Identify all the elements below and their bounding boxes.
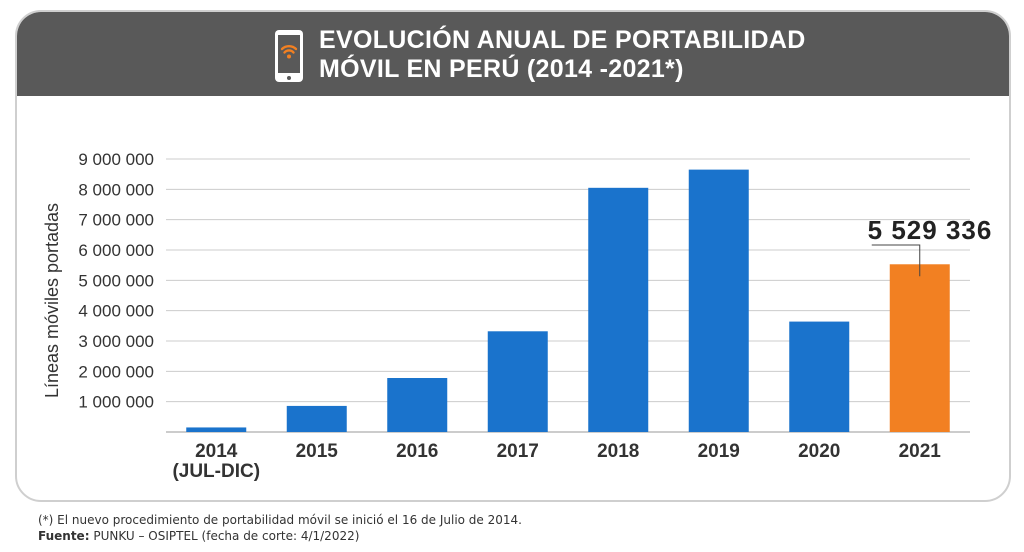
smartphone-wifi-icon: [275, 30, 303, 82]
y-tick-label: 3 000 000: [78, 332, 154, 351]
bar-highlight: [889, 264, 950, 432]
title-line-1: EVOLUCIÓN ANUAL DE PORTABILIDAD: [319, 26, 806, 54]
y-tick-label: 2 000 000: [78, 362, 154, 381]
callout-line: [871, 244, 921, 277]
x-tick-label: 2020: [798, 441, 840, 462]
title-banner: EVOLUCIÓN ANUAL DE PORTABILIDAD MÓVIL EN…: [17, 12, 1009, 96]
bar: [789, 321, 850, 432]
x-tick-label: 2018: [597, 441, 639, 462]
x-tick-label: (JUL-DIC): [172, 461, 260, 482]
y-tick-label: 8 000 000: [78, 180, 154, 199]
y-axis-title: Líneas móviles portadas: [42, 203, 62, 398]
bar-chart: 1 000 000 2 000 000 3 000 000 4 000 000 5 00…: [42, 150, 993, 482]
y-tick-label: 9 000 000: [78, 150, 154, 169]
bar: [286, 405, 347, 432]
x-tick-label: 2021: [899, 441, 942, 462]
x-tick-label: 2014: [195, 441, 238, 462]
y-tick-label: 5 000 000: [78, 271, 154, 290]
footnote-text: (*) El nuevo procedimiento de portabilid…: [38, 513, 522, 527]
highlight-value-label: 5 529 336: [868, 215, 993, 245]
bar: [186, 427, 247, 432]
title-line-2: MÓVIL EN PERÚ (2014 -2021*): [319, 55, 684, 83]
x-tick-label: 2016: [396, 441, 438, 462]
bar: [688, 169, 749, 432]
source-label: Fuente:: [38, 529, 90, 543]
y-tick-label: 6 000 000: [78, 241, 154, 260]
bar: [588, 187, 649, 432]
x-tick-label: 2017: [497, 441, 539, 462]
bar: [387, 378, 448, 432]
footnote: (*) El nuevo procedimiento de portabilid…: [38, 513, 522, 527]
y-tick-label: 4 000 000: [78, 302, 154, 321]
source-text: PUNKU – OSIPTEL (fecha de corte: 4/1/202…: [93, 529, 360, 543]
x-tick-label: 2019: [698, 441, 740, 462]
y-tick-label: 7 000 000: [78, 211, 154, 230]
x-tick-label: 2015: [296, 441, 339, 462]
y-tick-label: 1 000 000: [78, 393, 154, 412]
source-line: Fuente: PUNKU – OSIPTEL (fecha de corte:…: [38, 529, 359, 543]
chart-title: EVOLUCIÓN ANUAL DE PORTABILIDAD MÓVIL EN…: [319, 26, 806, 84]
bar: [487, 331, 548, 432]
